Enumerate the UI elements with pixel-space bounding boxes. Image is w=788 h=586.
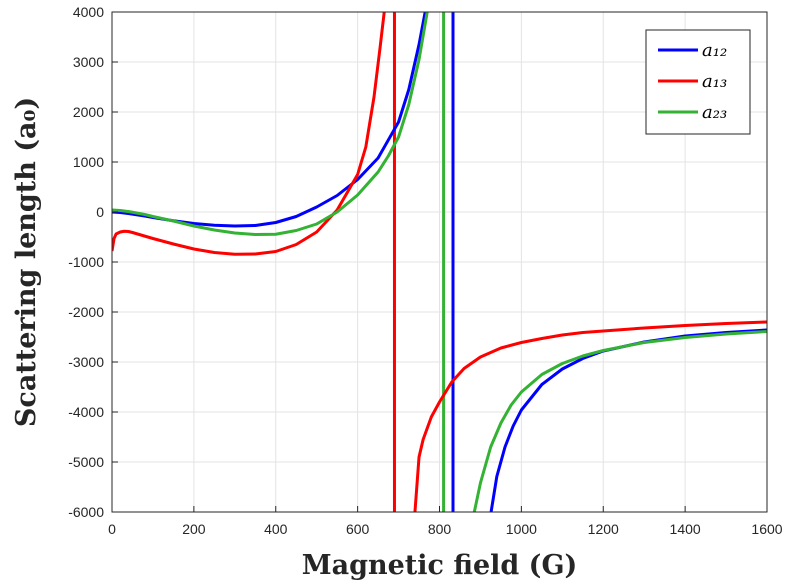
y-tick-label: -1000 [68, 254, 104, 270]
y-tick-label: 1000 [73, 154, 104, 170]
y-axis-label: Scattering length (a₀) [11, 97, 42, 427]
grid-lines [111, 11, 768, 513]
legend: a₁₂ a₁₃ a₂₃ [645, 29, 751, 135]
x-tick-label: 0 [108, 521, 116, 537]
series-lines [112, 12, 767, 512]
legend-label: a₁₂ [702, 40, 727, 61]
y-tick-label: 3000 [73, 54, 104, 70]
y-tick-label: -5000 [68, 454, 104, 470]
x-tick-labels: 0 200 400 600 800 1000 1200 1400 1600 [108, 506, 783, 537]
legend-label: a₂₃ [702, 102, 727, 123]
x-tick-label: 200 [182, 521, 206, 537]
series-line [112, 12, 767, 512]
y-tick-label: 0 [96, 204, 104, 220]
y-tick-label: -6000 [68, 504, 104, 520]
x-tick-label: 1600 [751, 521, 782, 537]
y-tick-label: 2000 [73, 104, 104, 120]
x-tick-label: 600 [346, 521, 370, 537]
x-tick-label: 1000 [506, 521, 537, 537]
x-tick-label: 1400 [670, 521, 701, 537]
x-tick-label: 800 [428, 521, 452, 537]
y-tick-label: -3000 [68, 354, 104, 370]
resonance-lines [392, 12, 455, 512]
y-tick-labels: -6000 -5000 -4000 -3000 -2000 -1000 0 1000 2000 3… [68, 4, 118, 520]
legend-label: a₁₃ [702, 71, 727, 92]
y-tick-label: 4000 [73, 4, 104, 20]
x-tick-label: 1200 [588, 521, 619, 537]
y-tick-label: -2000 [68, 304, 104, 320]
x-axis-label: Magnetic field (G) [302, 550, 578, 581]
x-tick-label: 400 [264, 521, 288, 537]
series-line [112, 12, 767, 512]
y-tick-label: -4000 [68, 404, 104, 420]
